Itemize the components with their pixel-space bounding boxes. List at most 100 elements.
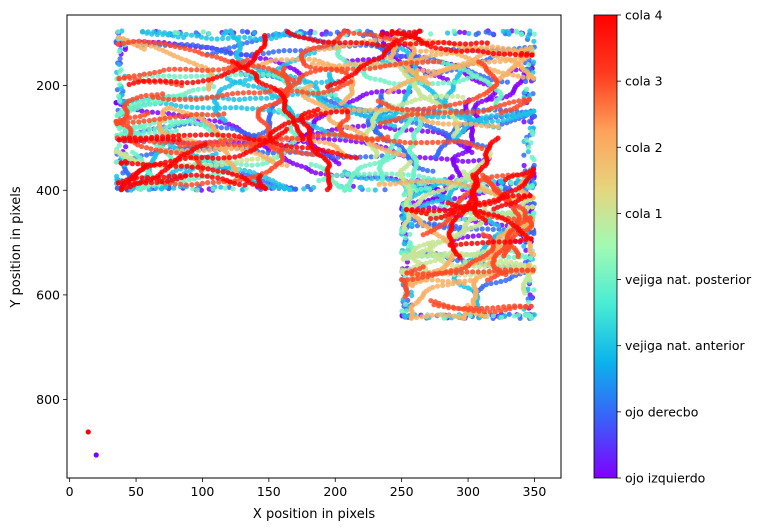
scatter-point [480,108,487,114]
scatter-point [412,267,418,273]
scatter-point [155,95,161,101]
scatter-point [128,103,134,109]
scatter-point [120,40,127,47]
scatter-point [462,139,469,145]
scatter-point [525,149,531,155]
scatter-point [376,181,382,187]
scatter-point [205,44,211,51]
scatter-point [209,53,215,59]
scatter-point [424,140,430,146]
scatter-point [494,112,500,118]
scatter-point [495,118,501,124]
scatter-point [498,278,504,285]
scatter-point [356,31,362,37]
scatter-point [518,261,524,267]
scatter-point [465,75,471,81]
scatter-point [396,147,402,153]
scatter-point [189,104,195,110]
scatter-point [429,277,435,283]
scatter-point [177,44,183,51]
scatter-point [460,77,467,83]
scatter-point [416,250,422,256]
scatter-point [414,178,420,184]
scatter-point [430,284,436,290]
scatter-point [267,142,273,148]
scatter-point [407,241,413,247]
scatter-point [206,139,212,145]
scatter-point [330,153,336,160]
scatter-point [413,314,420,321]
scatter-point [244,40,250,46]
scatter-point [531,251,537,258]
scatter-point [456,78,462,84]
scatter-point [490,123,496,129]
scatter-point [226,45,232,51]
scatter-point [204,52,210,58]
scatter-point [362,107,368,113]
scatter-point [175,30,181,36]
scatter-point [460,94,466,100]
scatter-point [489,113,495,119]
scatter-point [391,138,397,144]
scatter-point [527,28,533,34]
scatter-point [271,101,278,107]
scatter-point [314,125,320,131]
scatter-point [436,110,442,116]
scatter-point [461,63,467,69]
scatter-point [402,301,408,307]
scatter-point [525,299,532,305]
scatter-point [343,70,349,76]
scatter-point [490,313,496,319]
scatter-point [214,94,220,100]
scatter-point [526,144,532,150]
scatter-point [116,61,122,68]
scatter-point [266,66,272,72]
scatter-point [283,135,290,141]
scatter-point [177,74,183,80]
scatter-point [506,254,512,260]
scatter-point [529,204,536,210]
scatter-point [480,232,486,238]
scatter-point [183,104,189,110]
scatter-point [420,249,426,255]
scatter-point [430,81,436,87]
scatter-point [502,108,509,114]
scatter-point [130,96,136,102]
scatter-point [506,100,512,106]
scatter-point [401,226,408,232]
scatter-point [224,91,230,98]
scatter-point [505,46,512,52]
scatter-point [194,120,200,127]
scatter-point [120,170,126,176]
scatter-point [445,303,451,309]
scatter-point [453,270,459,276]
scatter-point [218,184,224,190]
scatter-point [123,144,129,150]
scatter-point [192,48,198,54]
scatter-point [153,147,159,153]
scatter-point [176,108,182,114]
scatter-point [439,129,445,135]
scatter-point [488,190,494,196]
scatter-point [477,312,483,318]
scatter-point [171,97,177,103]
scatter-point [232,72,238,78]
scatter-point [424,313,430,319]
scatter-point [470,233,476,239]
scatter-point [430,168,436,174]
scatter-point [451,313,457,319]
scatter-point [418,48,424,55]
scatter-point [513,267,520,273]
scatter-point [182,96,188,102]
scatter-point [507,107,513,113]
scatter-point [509,115,515,121]
scatter-point [295,149,301,155]
scatter-point [399,308,405,314]
scatter-point [431,271,437,277]
scatter-point [501,211,507,217]
scatter-point [157,40,164,46]
scatter-point [258,36,264,43]
scatter-point [368,154,374,160]
scatter-point [447,109,453,115]
scatter-point [515,253,521,260]
